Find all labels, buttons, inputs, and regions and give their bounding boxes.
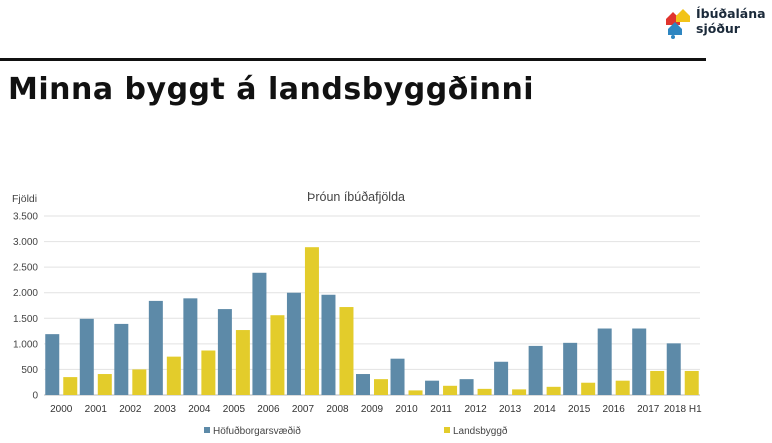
x-tick-label: 2010	[395, 404, 418, 415]
y-tick-label: 1.500	[13, 314, 38, 325]
x-tick-label: 2000	[50, 404, 73, 415]
bar-series-1	[356, 374, 370, 395]
bar-series-1	[494, 361, 509, 395]
bar-series-2	[304, 247, 319, 395]
bar-chart: Þróun íbúðafjölda Fjöldi 0 500 1.000 1.500 2…	[12, 190, 702, 437]
x-tick-label: 2004	[188, 404, 211, 415]
bar-series-2	[615, 380, 630, 395]
x-tick-label: 2011	[430, 404, 452, 415]
x-tick-label: 2014	[534, 404, 557, 415]
x-tick-label: 2003	[154, 404, 177, 415]
bar-series-1	[425, 380, 440, 395]
bar-series-1	[114, 323, 129, 395]
bar-series-1	[79, 318, 94, 395]
x-tick-labels: 2000 2001 2002 2003 2004 2005 2006 2007 2008 2009…	[50, 404, 702, 415]
bar-series-2	[408, 390, 423, 395]
bar-series-2	[270, 315, 285, 395]
y-tick-labels: 0 500 1.000 1.500 2.000 2.500 3.000 3.500	[13, 212, 38, 402]
bar-series-2	[581, 382, 596, 395]
x-tick-label: 2015	[568, 404, 591, 415]
x-tick-label: 2016	[603, 404, 626, 415]
bar-series-1	[321, 294, 336, 395]
legend-swatch	[204, 427, 210, 433]
legend-label: Höfuðborgarsvæðið	[213, 425, 301, 437]
bar-series-2	[235, 330, 250, 395]
bar-series-1	[183, 298, 198, 395]
y-tick-label: 0	[32, 391, 38, 402]
bar-series-2	[443, 385, 458, 395]
chart-title: Þróun íbúðafjölda	[307, 190, 405, 204]
x-tick-label: 2008	[326, 404, 349, 415]
bar-series-1	[286, 292, 301, 395]
bar-series-2	[684, 370, 699, 395]
bar-series-2	[374, 379, 388, 395]
x-tick-label: 2018 H1	[664, 404, 702, 415]
x-tick-label: 2017	[637, 404, 660, 415]
bar-series-1	[563, 342, 578, 395]
y-tick-label: 2.500	[13, 263, 38, 274]
y-tick-label: 3.500	[13, 212, 38, 223]
bar-series-1	[528, 345, 543, 395]
x-tick-label: 2007	[292, 404, 315, 415]
bar-series-2	[63, 377, 78, 395]
bar-series-2	[132, 369, 147, 395]
x-tick-label: 2001	[85, 404, 108, 415]
bar-series-1	[459, 379, 474, 395]
bar-series-1	[148, 300, 163, 395]
logo-line-2: sjóður	[696, 21, 740, 36]
bar-series-1	[597, 328, 612, 395]
header-rule	[0, 58, 706, 61]
y-tick-label: 2.000	[13, 288, 38, 299]
bar-series-1	[632, 328, 647, 395]
bar-series-1	[666, 343, 681, 395]
logo-line-1: Íbúðalána	[696, 6, 766, 21]
bar-series-1	[217, 309, 232, 395]
bar-series-2	[512, 389, 527, 395]
x-tick-label: 2005	[223, 404, 246, 415]
bars	[45, 247, 699, 395]
x-tick-label: 2013	[499, 404, 522, 415]
logo: Íbúðalána sjóður	[664, 6, 768, 42]
bar-series-2	[546, 386, 561, 395]
bar-series-2	[339, 307, 354, 395]
y-tick-label: 3.000	[13, 237, 38, 248]
legend-swatch	[444, 427, 450, 433]
bar-series-1	[45, 334, 60, 395]
bar-series-1	[390, 358, 405, 395]
x-tick-label: 2002	[119, 404, 142, 415]
bar-series-2	[97, 374, 112, 395]
x-tick-label: 2012	[464, 404, 487, 415]
y-tick-label: 1.000	[13, 339, 38, 350]
bar-series-2	[166, 356, 181, 395]
x-tick-label: 2006	[257, 404, 280, 415]
legend-label: Landsbyggð	[453, 425, 508, 437]
legend: Höfuðborgarsvæðið Landsbyggð	[204, 425, 508, 437]
logo-house-icon	[666, 9, 690, 39]
bar-series-1	[252, 272, 267, 395]
page-title: Minna byggt á landsbyggðinni	[8, 72, 535, 107]
bar-series-2	[650, 370, 665, 395]
y-tick-label: 500	[21, 365, 38, 376]
x-tick-label: 2009	[361, 404, 384, 415]
y-axis-label: Fjöldi	[12, 193, 37, 205]
bar-series-2	[477, 388, 492, 395]
bar-series-2	[201, 350, 216, 395]
